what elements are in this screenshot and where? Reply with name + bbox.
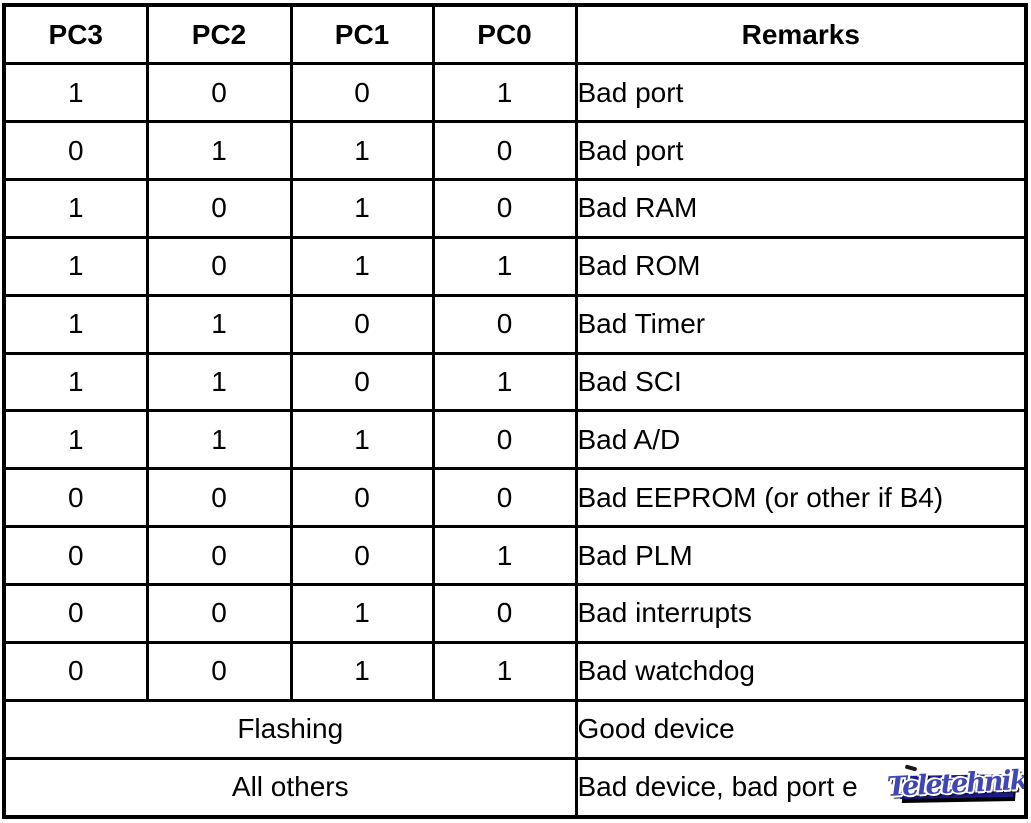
cell-pc1: 0: [289, 293, 435, 355]
cell-remark: Bad watchdog: [574, 640, 1028, 702]
table-row: 0 0 1 0 Bad interrupts: [2, 583, 1028, 644]
cell-pc0: 0: [431, 467, 578, 529]
table-row: 1 1 1 0 Bad A/D: [2, 409, 1028, 471]
cell-pc0: 1: [431, 351, 578, 413]
header-pc1: PC1: [289, 3, 435, 66]
cell-pc2: 1: [145, 120, 293, 182]
cell-pc2: 0: [145, 62, 293, 124]
cell-pc3: 0: [2, 583, 149, 644]
table-row: 0 1 1 0 Bad port: [2, 120, 1028, 182]
cell-pc1: 1: [289, 409, 435, 471]
remark-text: Bad device, bad port e: [577, 771, 858, 803]
cell-pc3: 0: [2, 467, 149, 529]
cell-pc3: 1: [2, 235, 149, 297]
cell-pc3: 1: [2, 409, 149, 471]
cell-pc3: 1: [2, 178, 149, 239]
header-remarks: Remarks: [574, 3, 1028, 66]
cell-remark: Bad A/D: [574, 409, 1028, 471]
cell-pc3: 0: [2, 525, 149, 587]
cell-pc1: 0: [289, 62, 435, 124]
cell-pc0: 1: [431, 525, 578, 587]
table-row: 1 1 0 1 Bad SCI: [2, 351, 1028, 413]
cell-pc1: 1: [289, 583, 435, 644]
table-row: 0 0 0 0 Bad EEPROM (or other if B4): [2, 467, 1028, 529]
cell-remark: Bad EEPROM (or other if B4): [574, 467, 1028, 529]
table-row: 0 0 0 1 Bad PLM: [2, 525, 1028, 587]
cell-pc1: 0: [289, 351, 435, 413]
table-row: 1 0 1 0 Bad RAM: [2, 178, 1028, 239]
cell-pc3: 0: [2, 120, 149, 182]
table-row: 1 0 0 1 Bad port: [2, 62, 1028, 124]
cell-flashing-label: Flashing: [2, 698, 578, 760]
cell-pc2: 1: [145, 409, 293, 471]
cell-pc2: 1: [145, 351, 293, 413]
cell-remark: Good device: [574, 698, 1028, 760]
cell-remark: Bad device, bad port e Teletehnika: [574, 756, 1028, 819]
cell-pc2: 0: [145, 235, 293, 297]
cell-remark: Bad port: [574, 120, 1028, 182]
cell-pc0: 1: [431, 235, 578, 297]
header-pc0: PC0: [431, 3, 578, 66]
watermark-text: Teletehnika: [886, 763, 1026, 804]
cell-remark: Bad Timer: [574, 293, 1028, 355]
cell-pc1: 1: [289, 178, 435, 239]
cell-pc1: 0: [289, 467, 435, 529]
cell-pc0: 1: [431, 62, 578, 124]
cell-pc0: 0: [431, 293, 578, 355]
cell-pc3: 1: [2, 62, 149, 124]
cell-pc3: 0: [2, 640, 149, 702]
watermark-highlight-bar: [900, 774, 1015, 799]
cell-pc0: 0: [431, 583, 578, 644]
table-row-flashing: Flashing Good device: [2, 698, 1028, 760]
cell-pc3: 1: [2, 351, 149, 413]
cell-pc0: 0: [431, 409, 578, 471]
cell-pc2: 0: [145, 178, 293, 239]
cell-pc2: 0: [145, 640, 293, 702]
diagnostic-code-table: PC3 PC2 PC1 PC0 Remarks 1 0 0 1 Bad port…: [2, 3, 1028, 819]
header-pc2: PC2: [145, 3, 293, 66]
cell-remark: Bad ROM: [574, 235, 1028, 297]
cell-remark: Bad RAM: [574, 178, 1028, 239]
cell-pc1: 1: [289, 120, 435, 182]
cell-remark: Bad PLM: [574, 525, 1028, 587]
cell-pc0: 0: [431, 178, 578, 239]
watermark-tick-mark: [904, 764, 918, 772]
cell-remark: Bad SCI: [574, 351, 1028, 413]
cell-pc2: 0: [145, 583, 293, 644]
table-row: 1 1 0 0 Bad Timer: [2, 293, 1028, 355]
table-row: 0 0 1 1 Bad watchdog: [2, 640, 1028, 702]
cell-pc1: 1: [289, 640, 435, 702]
teletehnika-watermark: Teletehnika: [885, 763, 1023, 809]
header-row: PC3 PC2 PC1 PC0 Remarks: [2, 3, 1028, 66]
cell-pc0: 0: [431, 120, 578, 182]
cell-pc2: 0: [145, 525, 293, 587]
table-row: 1 0 1 1 Bad ROM: [2, 235, 1028, 297]
cell-remark: Bad port: [574, 62, 1028, 124]
cell-remark: Bad interrupts: [574, 583, 1028, 644]
cell-pc0: 1: [431, 640, 578, 702]
cell-pc1: 0: [289, 525, 435, 587]
cell-pc2: 0: [145, 467, 293, 529]
cell-pc1: 1: [289, 235, 435, 297]
cell-pc3: 1: [2, 293, 149, 355]
table-row-all-others: All others Bad device, bad port e Telete…: [2, 756, 1028, 819]
header-pc3: PC3: [2, 3, 149, 66]
cell-pc2: 1: [145, 293, 293, 355]
cell-all-others-label: All others: [2, 756, 578, 819]
